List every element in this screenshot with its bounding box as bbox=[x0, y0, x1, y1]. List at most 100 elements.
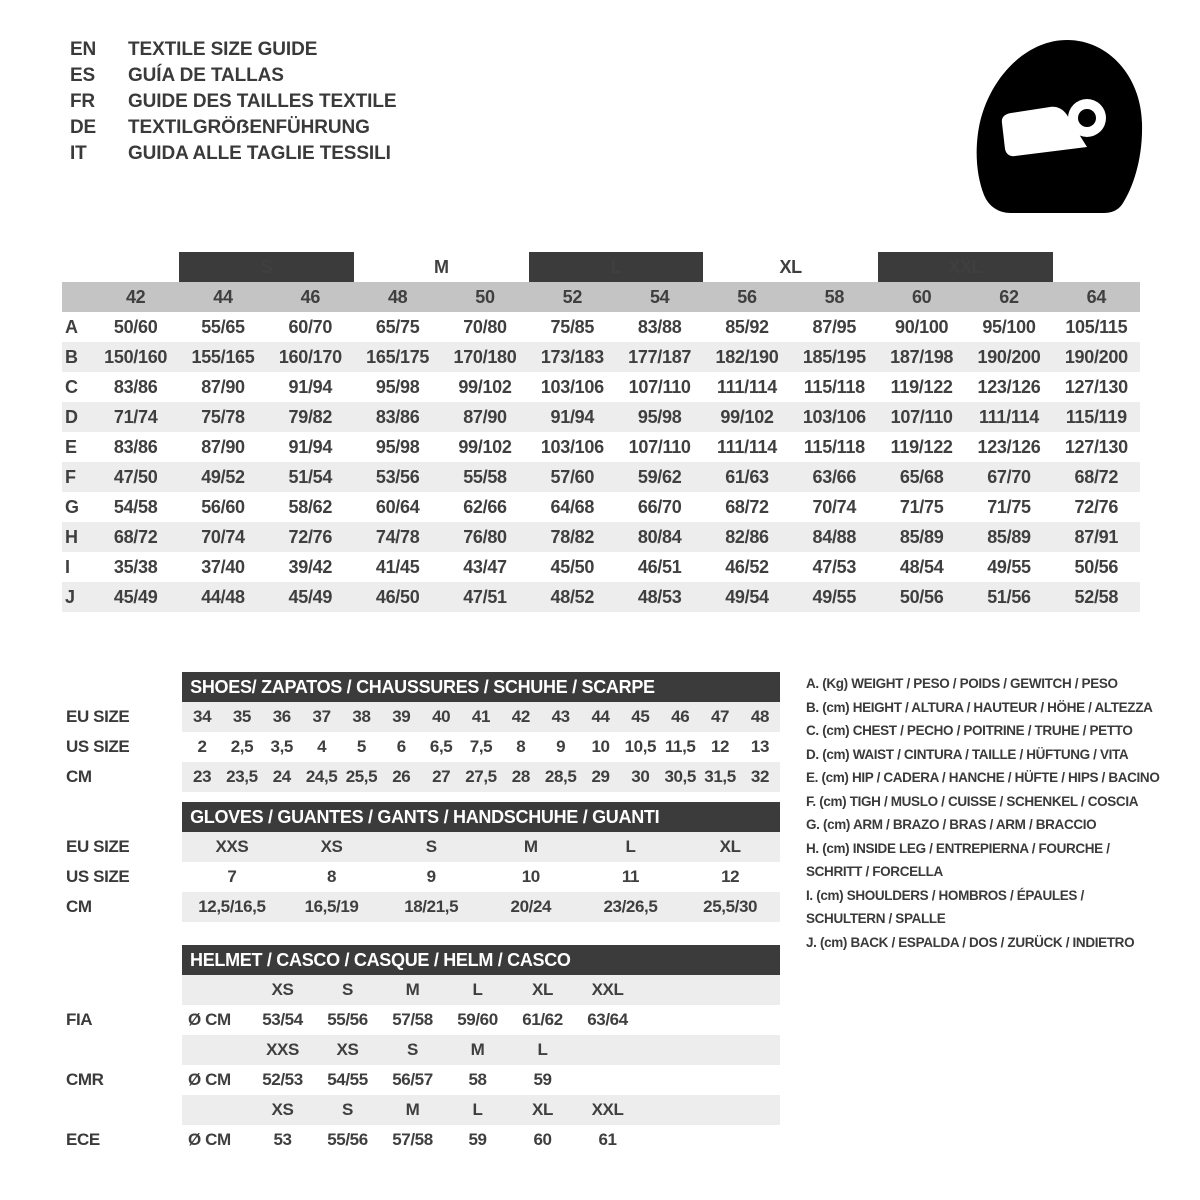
shoes-cell: 42 bbox=[500, 702, 541, 732]
table-row: E 83/86 87/90 91/94 95/98 99/102 103/106 107/11… bbox=[62, 432, 1140, 462]
legend-line: E. (cm) HIP / CADERA / HANCHE / HÜFTE / … bbox=[806, 770, 1160, 785]
cell-H-54: 80/84 bbox=[615, 522, 704, 552]
cell-I-50: 43/47 bbox=[441, 552, 529, 582]
helmet-size-label: S bbox=[315, 1095, 380, 1125]
helmet-unit-label: Ø CM bbox=[182, 1125, 250, 1155]
measurement-letter-A: A bbox=[62, 312, 92, 342]
gloves-cell: 8 bbox=[281, 862, 382, 892]
helmet-value-cell: 58 bbox=[445, 1065, 510, 1095]
cell-F-62: 67/70 bbox=[965, 462, 1053, 492]
cell-E-46: 91/94 bbox=[266, 432, 354, 462]
shoes-row: US SIZE 2 2,5 3,5 4 5 6 6,5 7,5 8 9 10 10,5 11,5 12 13 bbox=[62, 732, 780, 762]
cell-G-52: 64/68 bbox=[528, 492, 616, 522]
helmet-size-label: XL bbox=[510, 1095, 575, 1125]
measurement-letter-E: E bbox=[62, 432, 92, 462]
gloves-cell: 11 bbox=[580, 862, 681, 892]
cell-H-52: 78/82 bbox=[528, 522, 616, 552]
gloves-cell: 7 bbox=[182, 862, 282, 892]
shoes-cell: 48 bbox=[739, 702, 780, 732]
shoes-cell: 25,5 bbox=[341, 762, 382, 792]
gloves-cell: 23/26,5 bbox=[580, 892, 681, 922]
cell-F-50: 55/58 bbox=[441, 462, 529, 492]
cell-A-44: 55/65 bbox=[179, 312, 267, 342]
cell-A-58: 87/95 bbox=[790, 312, 878, 342]
shoes-cell: 46 bbox=[660, 702, 701, 732]
table-row: J 45/49 44/48 45/49 46/50 47/51 48/52 48/53 49/5… bbox=[62, 582, 1140, 612]
shoes-cell: 9 bbox=[540, 732, 581, 762]
size-group-xl: XL bbox=[779, 257, 802, 277]
shoes-cell: 28 bbox=[500, 762, 541, 792]
shoes-size-table: SHOES/ ZAPATOS / CHAUSSURES / SCHUHE / S… bbox=[62, 672, 780, 792]
shoes-cell: 45 bbox=[620, 702, 661, 732]
legend-line: J. (cm) BACK / ESPALDA / DOS / ZURÜCK / … bbox=[806, 934, 1135, 950]
shoes-cell: 34 bbox=[182, 702, 222, 732]
cell-J-48: 46/50 bbox=[353, 582, 442, 612]
size-number-46: 46 bbox=[266, 282, 354, 312]
shoes-cell: 47 bbox=[700, 702, 740, 732]
cell-J-50: 47/51 bbox=[441, 582, 529, 612]
cell-H-46: 72/76 bbox=[266, 522, 354, 552]
cell-C-50: 99/102 bbox=[441, 372, 529, 402]
title-text-es: GUÍA DE TALLAS bbox=[128, 65, 284, 86]
measurement-legend: A. (Kg) WEIGHT / PESO / POIDS / GEWITCH … bbox=[806, 672, 1166, 954]
shoes-cell: 3,5 bbox=[261, 732, 302, 762]
helmet-size-label: M bbox=[380, 1095, 445, 1125]
cell-E-64: 127/130 bbox=[1052, 432, 1140, 462]
cell-E-60: 119/122 bbox=[877, 432, 966, 462]
title-lang-es: ES bbox=[70, 65, 95, 86]
cell-J-58: 49/55 bbox=[790, 582, 878, 612]
helmet-value-cell: 52/53 bbox=[250, 1065, 315, 1095]
helmet-size-label: L bbox=[445, 975, 510, 1005]
shoes-cell: 10,5 bbox=[620, 732, 661, 762]
table-row: D 71/74 75/78 79/82 83/86 87/90 91/94 95/98 99/1… bbox=[62, 402, 1140, 432]
helmet-size-label: XL bbox=[510, 975, 575, 1005]
measurement-letter-C: C bbox=[62, 372, 92, 402]
cell-B-44: 155/165 bbox=[179, 342, 267, 372]
measurement-letter-I: I bbox=[62, 552, 92, 582]
helmet-size-header-tail bbox=[640, 1035, 780, 1065]
table-row: C 83/86 87/90 91/94 95/98 99/102 103/106 107/11… bbox=[62, 372, 1140, 402]
shoes-cell: 2,5 bbox=[222, 732, 262, 762]
helmet-value-cell: 63/64 bbox=[575, 1005, 640, 1035]
gloves-cell: 18/21,5 bbox=[381, 892, 481, 922]
helmet-value-cell: 55/56 bbox=[315, 1005, 380, 1035]
cell-A-52: 75/85 bbox=[528, 312, 616, 342]
cell-H-64: 87/91 bbox=[1052, 522, 1140, 552]
helmet-unit-spacer bbox=[182, 975, 250, 1005]
cell-F-56: 61/63 bbox=[703, 462, 791, 492]
size-group-s: S bbox=[179, 252, 354, 282]
cell-B-60: 187/198 bbox=[877, 342, 966, 372]
shoes-cell: 29 bbox=[580, 762, 621, 792]
shoes-cell: 28,5 bbox=[540, 762, 581, 792]
shoes-cell: 31,5 bbox=[700, 762, 740, 792]
cell-G-48: 60/64 bbox=[353, 492, 442, 522]
size-group-spacer bbox=[62, 252, 92, 282]
size-group-xxl: XXL bbox=[877, 252, 1053, 282]
helmet-size-header-row: XXS XS S M L bbox=[62, 1035, 780, 1065]
shoes-banner-label: SHOES/ ZAPATOS / CHAUSSURES / SCHUHE / S… bbox=[182, 672, 780, 702]
cell-G-64: 72/76 bbox=[1052, 492, 1140, 522]
cell-B-58: 185/195 bbox=[790, 342, 878, 372]
helmet-unit-spacer bbox=[182, 1035, 250, 1065]
cell-A-50: 70/80 bbox=[441, 312, 529, 342]
helmet-value-row: CMR Ø CM 52/53 54/55 56/57 58 59 bbox=[62, 1065, 780, 1095]
gloves-row: CM 12,5/16,5 16,5/19 18/21,5 20/24 23/26,5 25,… bbox=[62, 892, 780, 922]
helmet-size-header-row: XS S M L XL XXL bbox=[62, 975, 780, 1005]
shoes-cell: 43 bbox=[540, 702, 581, 732]
shoes-cell: 8 bbox=[500, 732, 541, 762]
cell-J-52: 48/52 bbox=[528, 582, 616, 612]
legend-line: C. (cm) CHEST / PECHO / POITRINE / TRUHE… bbox=[806, 723, 1133, 738]
cell-I-62: 49/55 bbox=[965, 552, 1053, 582]
title-text-fr: GUIDE DES TAILLES TEXTILE bbox=[128, 91, 397, 112]
cell-E-50: 99/102 bbox=[441, 432, 529, 462]
cell-G-58: 70/74 bbox=[790, 492, 878, 522]
shoes-cell: 24,5 bbox=[301, 762, 342, 792]
shoes-cell: 4 bbox=[301, 732, 342, 762]
title-text-it: GUIDA ALLE TAGLIE TESSILI bbox=[128, 143, 391, 164]
helmet-standard-label: CMR bbox=[62, 1065, 182, 1095]
helmet-value-tail bbox=[640, 1125, 780, 1155]
cell-C-58: 115/118 bbox=[790, 372, 878, 402]
gloves-cell: XS bbox=[281, 832, 382, 862]
shoes-cell: 40 bbox=[421, 702, 462, 732]
helmet-unit-spacer bbox=[182, 1095, 250, 1125]
